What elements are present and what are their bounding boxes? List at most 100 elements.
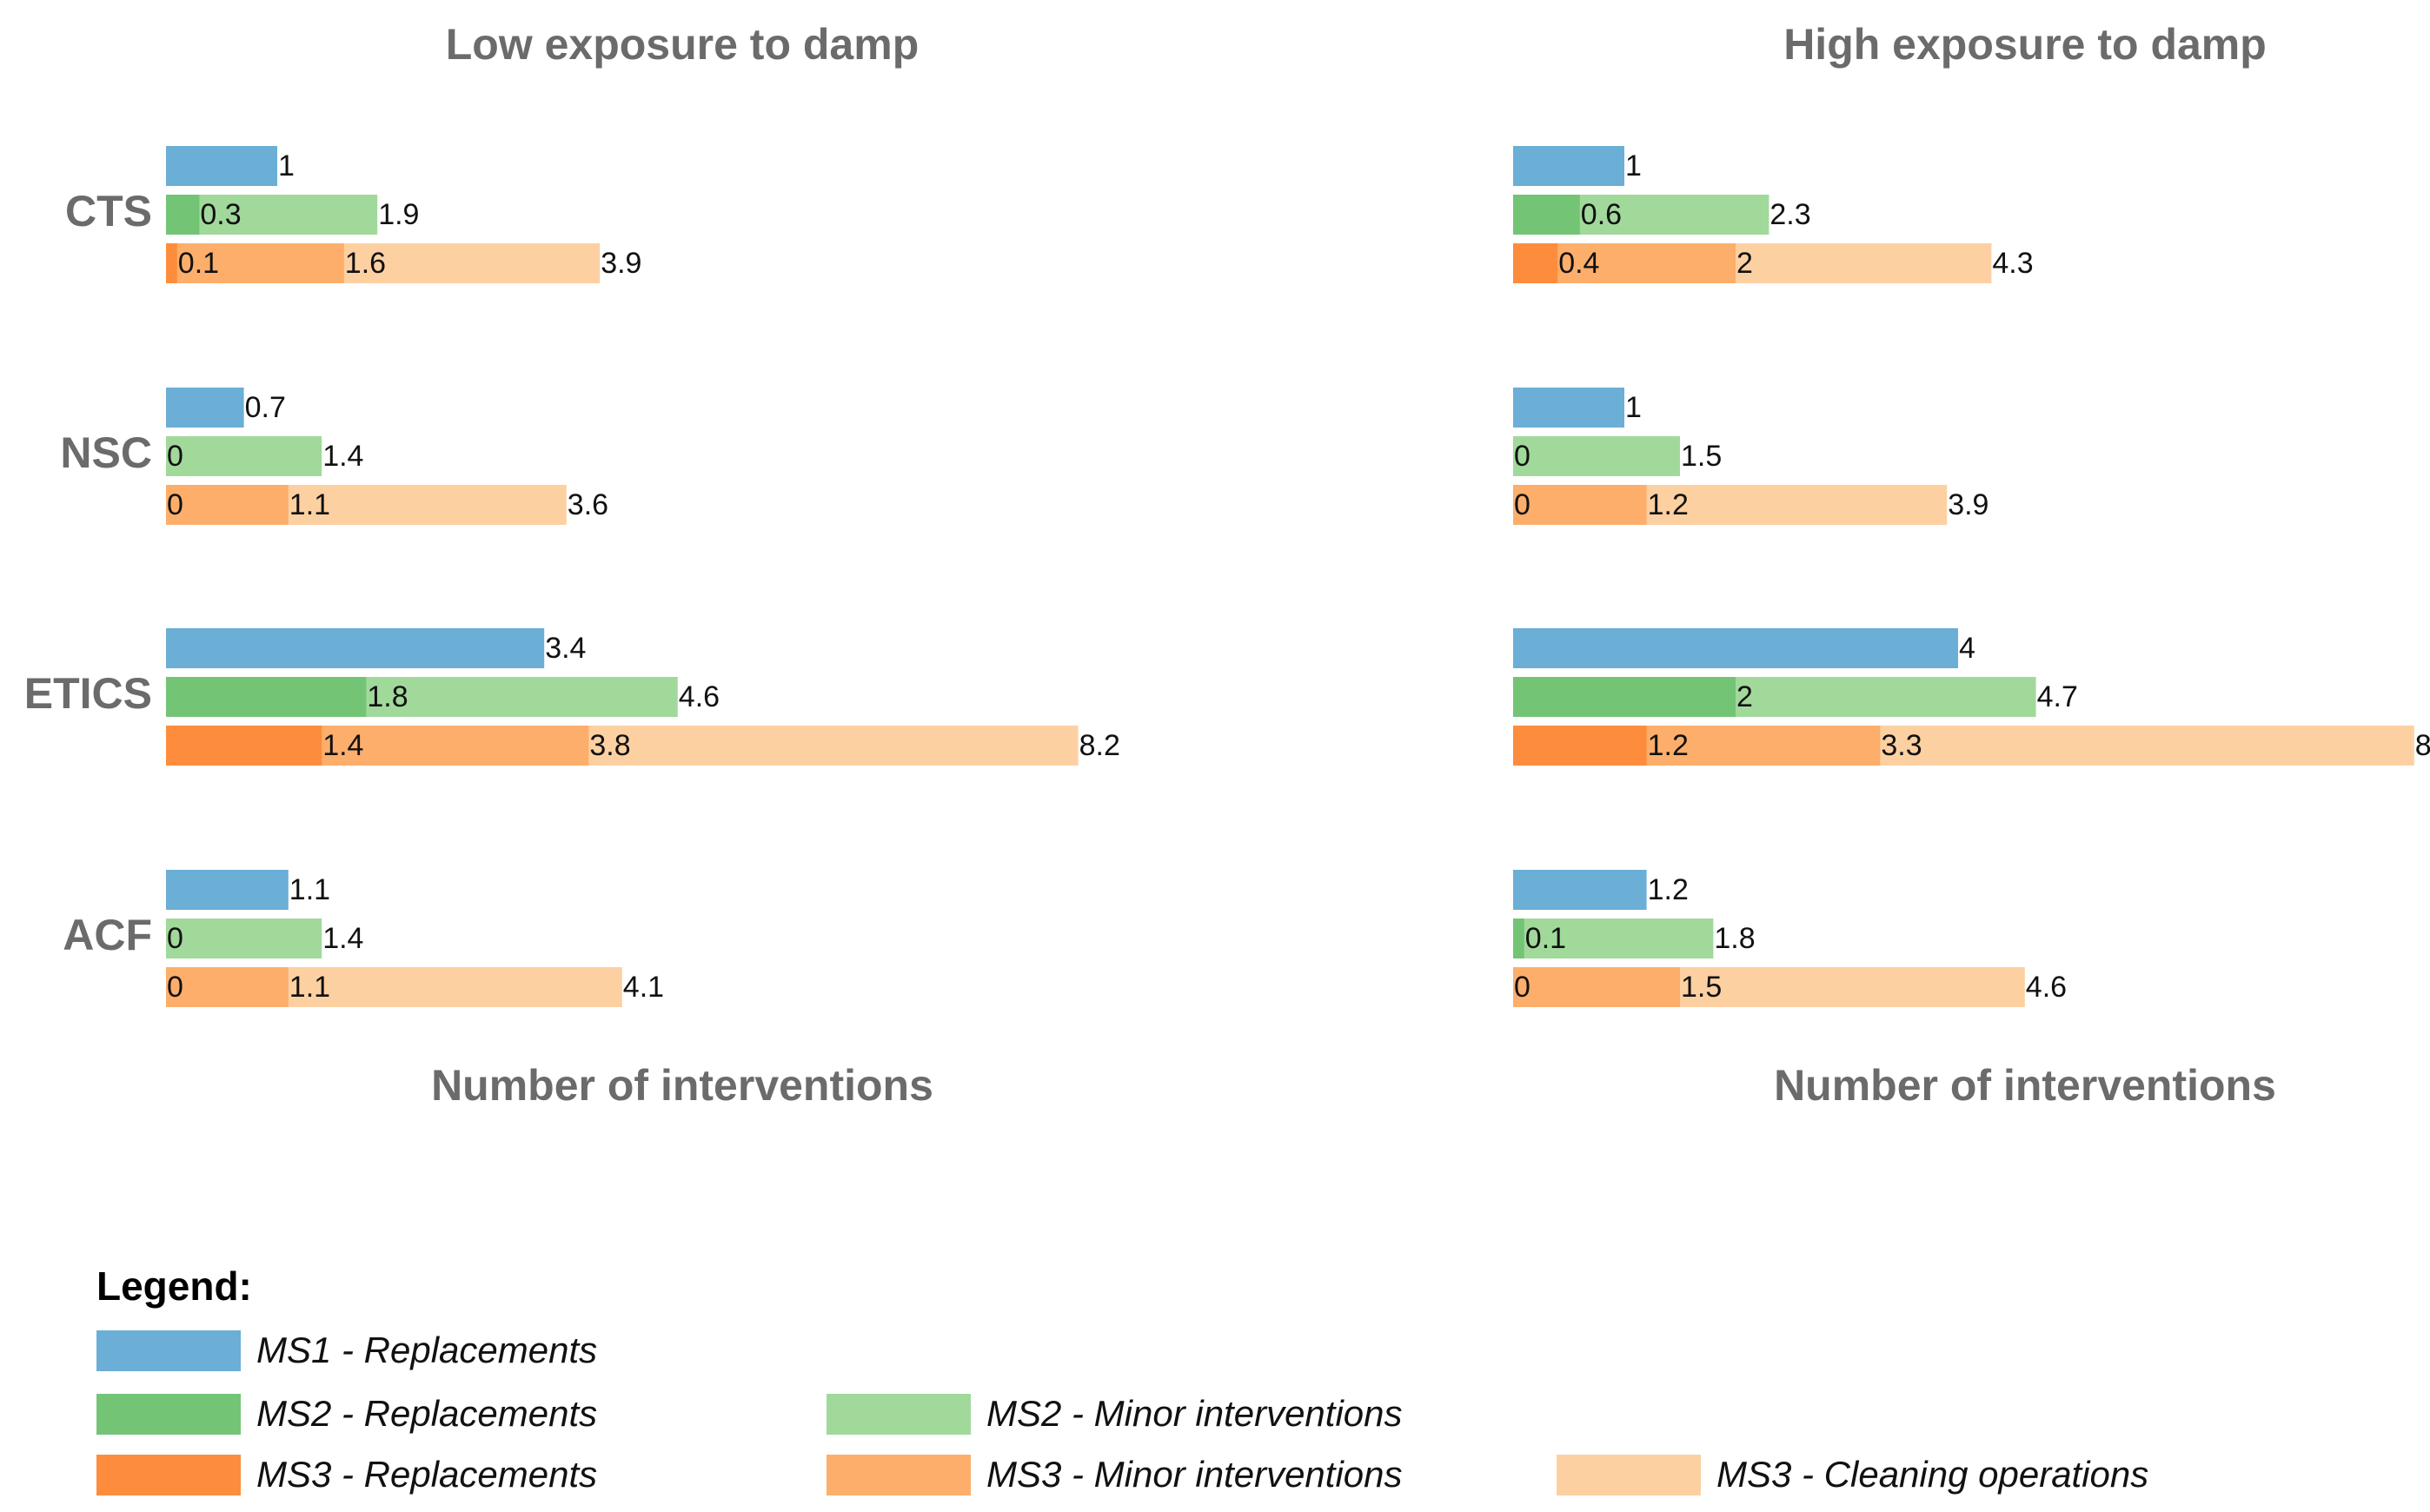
data-label-ms3-cts: 3.9 — [601, 247, 641, 280]
data-label-ms2-acf: 0.1 — [1525, 922, 1566, 955]
data-label-ms3-cts: 2 — [1736, 247, 1753, 280]
legend-swatch — [96, 1455, 241, 1495]
data-label-ms1-etics: 4 — [1959, 632, 1975, 665]
legend-swatch — [827, 1455, 971, 1495]
bar-ms2-minor-nsc — [1513, 436, 1680, 476]
data-label-ms3-nsc: 0 — [1514, 488, 1530, 521]
bar-ms2-minor-acf — [1513, 918, 1714, 958]
bar-ms1-replacements-etics — [1513, 628, 1958, 668]
data-label-ms3-cts: 4.3 — [1992, 247, 2033, 280]
data-label-ms1-nsc: 0.7 — [245, 391, 286, 424]
category-label-acf: ACF — [63, 911, 152, 959]
data-label-ms1-acf: 1.1 — [289, 873, 330, 906]
legend-title: Legend: — [96, 1263, 252, 1309]
bar-ms1-replacements-acf — [166, 870, 289, 910]
legend: Legend:MS1 - Replacements MS2 - Replaceme… — [96, 1263, 2148, 1495]
legend-item-ms1-replacements: MS1 - Replacements — [96, 1330, 597, 1371]
data-label-ms3-cts: 1.6 — [345, 247, 386, 280]
data-label-ms3-acf: 1.1 — [289, 971, 330, 1004]
data-label-ms2-etics: 1.8 — [367, 680, 408, 713]
bar-ms2-minor-acf — [166, 918, 322, 958]
data-label-ms2-nsc: 0 — [167, 440, 183, 473]
x-axis-title: Number of interventions — [1774, 1061, 2276, 1110]
data-label-ms3-etics: 8.2 — [1079, 729, 1120, 762]
legend-item-ms2-replacements: MS2 - Replacements — [96, 1393, 597, 1435]
data-label-ms2-nsc: 1.4 — [322, 440, 363, 473]
data-label-ms2-acf: 0 — [167, 922, 183, 955]
legend-label: MS2 - Replacements — [256, 1393, 597, 1434]
data-label-ms3-nsc: 0 — [167, 488, 183, 521]
data-label-ms3-acf: 0 — [1514, 971, 1530, 1004]
chart-panels: Low exposure to damp Number of interventi… — [24, 20, 2430, 1110]
data-label-ms2-etics: 4.6 — [679, 680, 720, 713]
bar-ms3-minor-acf — [1513, 967, 1680, 1007]
data-label-ms1-acf: 1.2 — [1648, 873, 1689, 906]
bar-ms2-replacements-acf — [1513, 918, 1524, 958]
data-label-ms3-cts: 0.4 — [1558, 247, 1599, 280]
bar-ms3-minor-cts — [166, 243, 344, 283]
data-label-ms3-etics: 8.1 — [2415, 729, 2430, 762]
bar-ms3-replacements-cts — [166, 243, 177, 283]
data-label-ms3-etics: 1.2 — [1648, 729, 1689, 762]
data-label-ms2-cts: 2.3 — [1769, 198, 1810, 231]
bar-ms2-minor-nsc — [166, 436, 322, 476]
data-label-ms3-acf: 4.6 — [2026, 971, 2067, 1004]
data-label-ms1-nsc: 1 — [1625, 391, 1642, 424]
category-label-nsc: NSC — [60, 428, 152, 477]
legend-item-ms2-minor: MS2 - Minor interventions — [827, 1393, 1403, 1435]
panel-title: High exposure to damp — [1783, 20, 2267, 69]
data-label-ms3-etics: 1.4 — [322, 729, 363, 762]
bar-ms3-minor-acf — [166, 967, 289, 1007]
bar-ms2-replacements-cts — [166, 195, 200, 235]
data-label-ms2-nsc: 1.5 — [1681, 440, 1722, 473]
data-label-ms2-cts: 1.9 — [378, 198, 419, 231]
bar-ms3-replacements-cts — [1513, 243, 1558, 283]
legend-swatch — [827, 1394, 971, 1435]
panel-low-exposure: Low exposure to damp Number of interventi… — [166, 20, 1120, 1110]
data-label-ms2-cts: 0.6 — [1581, 198, 1622, 231]
legend-item-ms3-cleaning: MS3 - Cleaning operations — [1557, 1454, 2148, 1495]
data-label-ms3-nsc: 1.1 — [289, 488, 330, 521]
panel-title: Low exposure to damp — [446, 20, 920, 69]
legend-label: MS2 - Minor interventions — [986, 1393, 1403, 1434]
data-label-ms3-acf: 4.1 — [623, 971, 664, 1004]
bar-ms1-replacements-nsc — [166, 388, 244, 428]
bar-ms1-replacements-cts — [166, 146, 277, 186]
data-label-ms3-nsc: 3.9 — [1948, 488, 1988, 521]
data-label-ms3-acf: 0 — [167, 971, 183, 1004]
bar-ms1-replacements-acf — [1513, 870, 1647, 910]
category-label-cts: CTS — [65, 187, 152, 235]
bar-ms1-replacements-nsc — [1513, 388, 1624, 428]
legend-swatch — [96, 1330, 241, 1371]
data-label-ms3-nsc: 3.6 — [568, 488, 608, 521]
category-label-etics: ETICS — [24, 669, 152, 718]
data-label-ms2-nsc: 0 — [1514, 440, 1530, 473]
bar-ms2-replacements-etics — [1513, 677, 1736, 717]
legend-swatch — [1557, 1455, 1701, 1495]
data-label-ms1-cts: 1 — [278, 149, 295, 182]
legend-label: MS3 - Replacements — [256, 1454, 597, 1495]
bar-ms2-replacements-cts — [1513, 195, 1580, 235]
legend-item-ms3-replacements: MS3 - Replacements — [96, 1454, 597, 1495]
data-label-ms2-etics: 4.7 — [2037, 680, 2078, 713]
data-label-ms3-etics: 3.3 — [1881, 729, 1922, 762]
bar-ms3-minor-nsc — [166, 485, 289, 525]
bar-ms3-replacements-etics — [166, 726, 322, 766]
legend-label: MS1 - Replacements — [256, 1330, 597, 1370]
bar-ms3-replacements-etics — [1513, 726, 1647, 766]
panel-high-exposure: High exposure to damp Number of intervent… — [1513, 20, 2430, 1110]
data-label-ms1-etics: 3.4 — [545, 632, 586, 665]
data-label-ms2-cts: 0.3 — [200, 198, 241, 231]
legend-item-ms3-minor: MS3 - Minor interventions — [827, 1454, 1403, 1495]
legend-swatch — [96, 1394, 241, 1435]
bar-ms3-minor-nsc — [1513, 485, 1647, 525]
data-label-ms3-acf: 1.5 — [1681, 971, 1722, 1004]
data-label-ms2-acf: 1.8 — [1714, 922, 1755, 955]
data-label-ms2-acf: 1.4 — [322, 922, 363, 955]
bar-ms1-replacements-etics — [166, 628, 545, 668]
data-label-ms1-cts: 1 — [1625, 149, 1642, 182]
bar-ms2-minor-cts — [166, 195, 378, 235]
data-label-ms3-nsc: 1.2 — [1648, 488, 1689, 521]
data-label-ms2-etics: 2 — [1736, 680, 1753, 713]
